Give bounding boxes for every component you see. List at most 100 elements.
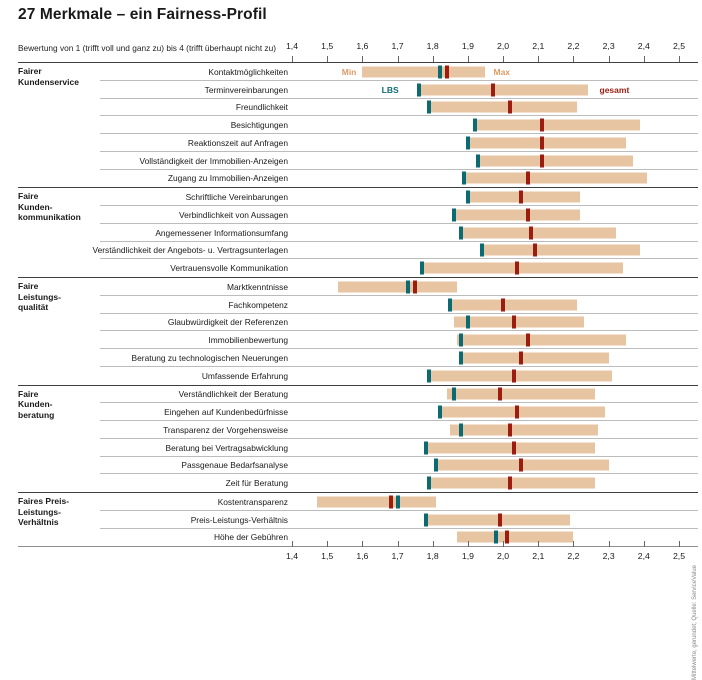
- row-separator: [100, 455, 698, 457]
- chart-row: Besichtigungen: [18, 116, 698, 134]
- range-bar: [453, 316, 584, 328]
- lbs-marker: [420, 261, 425, 275]
- row-plot: [292, 242, 679, 260]
- group-label-line: Leistungs-: [18, 291, 61, 302]
- lbs-marker: [423, 513, 428, 527]
- gesamt-marker: [515, 261, 520, 275]
- axis-tick-label: 1,7: [391, 41, 404, 51]
- lbs-marker: [458, 333, 463, 347]
- axis-bottom-ticks: [292, 541, 680, 547]
- lbs-marker: [494, 530, 499, 544]
- gesamt-marker: [511, 315, 516, 329]
- gesamt-marker: [511, 441, 516, 455]
- row-separator: [100, 365, 698, 367]
- chart-row: Freundlichkeit: [18, 99, 698, 117]
- gesamt-marker: [529, 226, 534, 240]
- axis-tick-label: 2,0: [497, 551, 510, 561]
- axis-tick-label: 1,5: [321, 551, 334, 561]
- row-separator: [100, 79, 698, 81]
- row-label: Beratung bei Vertragsabwicklung: [165, 442, 288, 453]
- row-label: Verständlichkeit der Angebots- u. Vertra…: [92, 245, 288, 256]
- row-plot: [292, 224, 679, 242]
- range-bar: [457, 531, 574, 543]
- group-label-line: Kundenservice: [18, 76, 79, 87]
- group-label-line: Fairer: [18, 66, 42, 76]
- row-plot: [292, 314, 679, 332]
- axis-tick-label: 1,6: [356, 551, 369, 561]
- lbs-marker: [465, 136, 470, 150]
- range-bar: [337, 281, 458, 293]
- gesamt-marker: [525, 171, 530, 185]
- gesamt-marker: [501, 298, 506, 312]
- lbs-marker: [479, 243, 484, 257]
- chart-row: Vollständigkeit der Immobilien-Anzeigen: [18, 152, 698, 170]
- row-separator: [100, 258, 698, 260]
- range-bar: [418, 84, 588, 96]
- range-bar: [474, 119, 641, 131]
- min-label: Min: [341, 66, 357, 77]
- chart-row: Umfassende Erfahrung: [18, 367, 698, 385]
- row-plot: [292, 493, 679, 511]
- chart-subtitle: Bewertung von 1 (trifft voll und ganz zu…: [18, 43, 276, 53]
- axis-tick-label: 1,9: [461, 41, 474, 51]
- axis-tick-label: 2,4: [637, 41, 650, 51]
- chart-row: Eingehen auf Kundenbedürfnisse: [18, 403, 698, 421]
- group-label-line: Kunden-: [18, 399, 53, 409]
- range-bar: [429, 101, 577, 113]
- gesamt-marker: [490, 83, 495, 97]
- chart-title: 27 Merkmale – ein Fairness-Profil: [18, 6, 267, 23]
- axis-tick-label: 1,9: [461, 551, 474, 561]
- group-label: Faire Leistungs-qualität: [18, 281, 98, 313]
- row-plot: LBS gesamt: [292, 81, 679, 99]
- chart-row: Terminvereinbarungen LBS gesamt: [18, 81, 698, 99]
- source-note: Mittelwerte, gerundet; Quelle: ServiceVa…: [692, 565, 698, 680]
- row-label: Verständlichkeit der Beratung: [178, 389, 288, 400]
- lbs-marker: [458, 351, 463, 365]
- range-bar: [422, 262, 623, 274]
- axis-tick-mark: [327, 541, 329, 547]
- chart-row: Immobilienbewertung: [18, 331, 698, 349]
- axis-tick-label: 2,3: [602, 551, 615, 561]
- group-label-line: kommunikation: [18, 212, 81, 223]
- range-bar: [467, 191, 581, 203]
- row-separator: [100, 312, 698, 314]
- lbs-marker: [451, 208, 456, 222]
- gesamt-marker: [413, 280, 418, 294]
- gesamt-marker: [508, 476, 513, 490]
- row-plot: [292, 349, 679, 367]
- gesamt-marker: [518, 458, 523, 472]
- row-separator: [100, 330, 698, 332]
- chart-row: Reaktionszeit auf Anfragen: [18, 134, 698, 152]
- row-separator: [100, 222, 698, 224]
- row-plot: [292, 386, 679, 404]
- row-label: Besichtigungen: [230, 120, 288, 131]
- row-plot: [292, 99, 679, 117]
- row-plot: [292, 421, 679, 439]
- lbs-marker: [448, 298, 453, 312]
- row-label: Höhe der Gebühren: [213, 532, 288, 543]
- gesamt-marker: [539, 136, 544, 150]
- axis-tick-label: 2,4: [637, 551, 650, 561]
- axis-tick-label: 2,3: [602, 41, 615, 51]
- axis-tick-label: 2,0: [497, 41, 510, 51]
- range-bar: [464, 172, 648, 184]
- chart-row: Angemessener Informationsumfang: [18, 224, 698, 242]
- lbs-marker: [462, 171, 467, 185]
- row-plot: [292, 259, 679, 277]
- row-plot: [292, 188, 679, 206]
- lbs-label: LBS: [381, 84, 399, 95]
- row-plot: [292, 403, 679, 421]
- chart-group: Fairer Kundenservice Kontaktmöglichkeiten M…: [18, 63, 698, 187]
- row-label: Glaubwürdigkeit der Referenzen: [167, 317, 288, 328]
- lbs-marker: [427, 369, 432, 383]
- gesamt-marker: [518, 190, 523, 204]
- row-separator: [100, 420, 698, 421]
- axis-tick-mark: [573, 541, 575, 547]
- axis-tick-mark: [643, 541, 645, 547]
- lbs-marker: [427, 476, 432, 490]
- range-bar: [450, 424, 599, 436]
- gesamt-marker: [508, 423, 513, 437]
- gesamt-marker: [388, 495, 393, 509]
- gesamt-marker: [511, 369, 516, 383]
- chart-row: Zeit für Beratung: [18, 474, 698, 492]
